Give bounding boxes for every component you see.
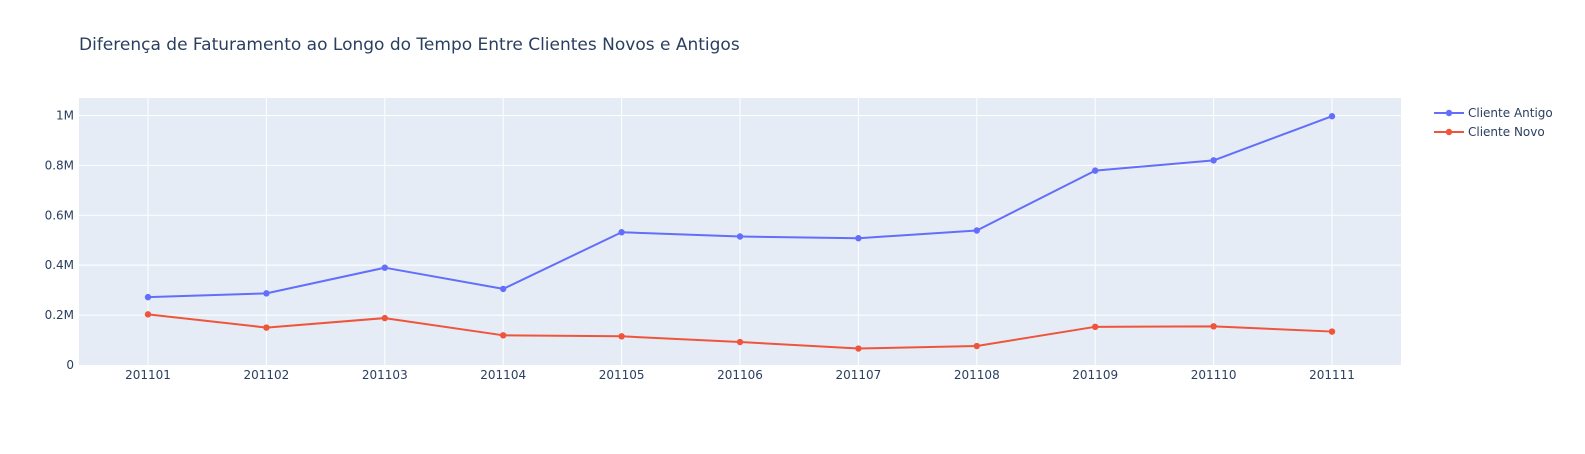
data-point — [144, 311, 152, 318]
data-point — [381, 264, 388, 271]
legend-marker — [1445, 109, 1453, 117]
axes: 0 0.2M 0.4M 0.6M 0.8M 1M 201101 201102 201103 201… — [45, 108, 1355, 382]
data-point — [1328, 113, 1336, 120]
data-point — [1210, 323, 1217, 330]
series-layer — [144, 113, 1336, 352]
data-point — [381, 314, 388, 322]
data-point — [144, 293, 152, 301]
x-tick-label: 201102 — [243, 368, 289, 382]
data-point — [1092, 167, 1099, 174]
y-tick-label: 0.6M — [45, 208, 74, 222]
data-point — [855, 235, 862, 242]
x-tick-label: 201106 — [717, 368, 763, 382]
legend[interactable]: Cliente Antigo Cliente Novo — [1434, 106, 1553, 139]
data-point — [618, 229, 625, 236]
data-point — [973, 227, 980, 234]
x-tick-label: 201108 — [954, 368, 1000, 382]
data-point — [1092, 323, 1099, 331]
y-tick-label: 1M — [56, 108, 74, 122]
x-tick-label: 201111 — [1309, 368, 1355, 382]
data-point — [1328, 328, 1336, 335]
data-point — [736, 338, 744, 346]
y-tick-label: 0.8M — [45, 158, 74, 172]
x-tick-label: 201109 — [1072, 368, 1118, 382]
legend-item[interactable]: Cliente Antigo — [1434, 106, 1553, 120]
data-point — [855, 345, 862, 352]
data-point — [500, 332, 507, 339]
x-tick-label: 201105 — [599, 368, 645, 382]
y-tick-label: 0 — [66, 358, 74, 372]
x-tick-label: 201107 — [835, 368, 881, 382]
x-tick-label: 201101 — [125, 368, 171, 382]
x-tick-label: 201103 — [362, 368, 408, 382]
legend-label: Cliente Antigo — [1468, 106, 1553, 120]
legend-marker — [1445, 128, 1453, 136]
chart-title: Diferença de Faturamento ao Longo do Tem… — [79, 35, 740, 55]
legend-item[interactable]: Cliente Novo — [1434, 125, 1545, 139]
data-point — [736, 233, 744, 240]
data-point — [263, 324, 270, 331]
x-tick-label: 201104 — [480, 368, 526, 382]
x-tick-label: 201110 — [1191, 368, 1237, 382]
data-point — [1210, 157, 1217, 164]
data-point — [500, 285, 507, 293]
data-point — [973, 342, 980, 350]
data-point — [618, 333, 625, 340]
legend-label: Cliente Novo — [1468, 125, 1545, 139]
y-tick-label: 0.4M — [45, 258, 74, 272]
y-tick-label: 0.2M — [45, 308, 74, 322]
data-point — [263, 290, 270, 297]
